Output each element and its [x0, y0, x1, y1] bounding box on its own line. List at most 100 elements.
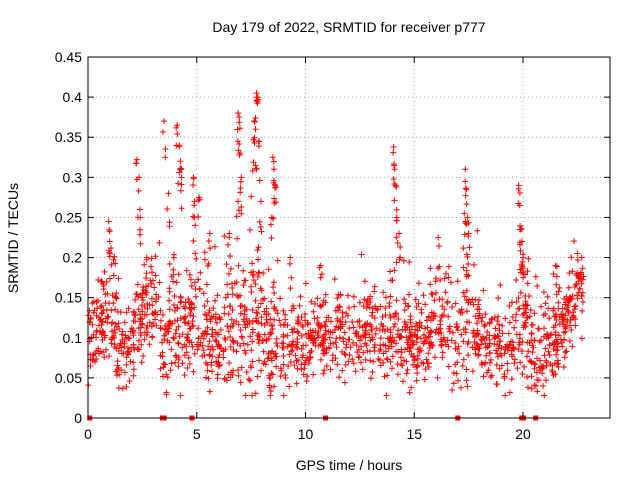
data-point — [237, 310, 244, 317]
data-point — [268, 323, 275, 330]
data-point — [103, 346, 110, 353]
data-point — [203, 312, 210, 319]
data-point — [123, 383, 130, 390]
data-point — [541, 392, 548, 399]
data-point — [517, 289, 524, 296]
data-point — [166, 306, 173, 313]
data-point — [234, 292, 241, 299]
data-point — [156, 239, 163, 246]
data-point — [108, 261, 115, 268]
data-point — [394, 239, 401, 246]
data-point — [327, 366, 334, 373]
data-point — [411, 332, 418, 339]
data-point — [493, 361, 500, 368]
data-point — [123, 309, 130, 316]
data-point — [369, 336, 376, 343]
data-point — [390, 149, 397, 156]
data-point — [162, 146, 169, 153]
data-point — [147, 277, 154, 284]
data-point — [565, 310, 572, 317]
data-point — [209, 368, 216, 375]
data-point — [423, 356, 430, 363]
data-point — [256, 269, 263, 276]
data-point — [202, 311, 209, 318]
data-point — [110, 256, 117, 263]
data-point — [121, 319, 128, 326]
data-point — [100, 328, 107, 335]
data-point — [273, 363, 280, 370]
data-point — [282, 375, 289, 382]
data-point — [392, 321, 399, 328]
data-point — [414, 327, 421, 334]
data-point — [310, 308, 317, 315]
data-point — [179, 331, 186, 338]
data-point — [524, 373, 531, 380]
data-point — [329, 357, 336, 364]
data-point — [309, 327, 316, 334]
data-point — [325, 328, 332, 335]
data-point — [465, 352, 472, 359]
data-point — [401, 296, 408, 303]
data-point — [94, 305, 101, 312]
data-point — [432, 275, 439, 282]
data-point — [411, 356, 418, 363]
data-point — [444, 337, 451, 344]
data-point — [137, 214, 144, 221]
data-point — [331, 276, 338, 283]
data-point — [511, 324, 518, 331]
data-point — [213, 319, 220, 326]
data-point — [445, 263, 452, 270]
data-point — [247, 377, 254, 384]
data-point — [445, 274, 452, 281]
data-point — [463, 308, 470, 315]
data-point — [548, 331, 555, 338]
data-point — [144, 322, 151, 329]
data-point — [304, 321, 311, 328]
data-point — [566, 270, 573, 277]
data-point — [399, 378, 406, 385]
data-point — [534, 376, 541, 383]
data-point — [473, 340, 480, 347]
data-point — [424, 324, 431, 331]
data-point — [333, 323, 340, 330]
data-point — [318, 271, 325, 278]
data-point — [235, 198, 242, 205]
data-point — [326, 345, 333, 352]
data-point — [229, 291, 236, 298]
data-point — [255, 256, 262, 263]
data-point — [463, 287, 470, 294]
data-point — [166, 318, 173, 325]
data-point — [510, 346, 517, 353]
data-point — [306, 356, 313, 363]
data-point — [99, 310, 106, 317]
data-point — [350, 360, 357, 367]
data-point — [460, 245, 467, 252]
data-point — [87, 316, 94, 323]
data-point — [268, 214, 275, 221]
data-point — [576, 285, 583, 292]
data-point — [253, 166, 260, 173]
data-point — [199, 342, 206, 349]
data-point — [273, 353, 280, 360]
data-point — [515, 305, 522, 312]
data-point — [206, 307, 213, 314]
data-point — [442, 270, 449, 277]
data-point — [334, 361, 341, 368]
data-point — [261, 331, 268, 338]
data-point — [183, 349, 190, 356]
data-point — [377, 362, 384, 369]
data-point — [267, 221, 274, 228]
data-point — [546, 342, 553, 349]
data-point — [286, 260, 293, 267]
data-point — [574, 250, 581, 257]
data-point — [571, 303, 578, 310]
data-point — [247, 283, 254, 290]
data-point — [395, 316, 402, 323]
data-point — [444, 298, 451, 305]
data-point — [446, 328, 453, 335]
data-point — [350, 324, 357, 331]
data-point — [439, 303, 446, 310]
data-point — [393, 259, 400, 266]
data-point — [564, 319, 571, 326]
data-point — [378, 321, 385, 328]
